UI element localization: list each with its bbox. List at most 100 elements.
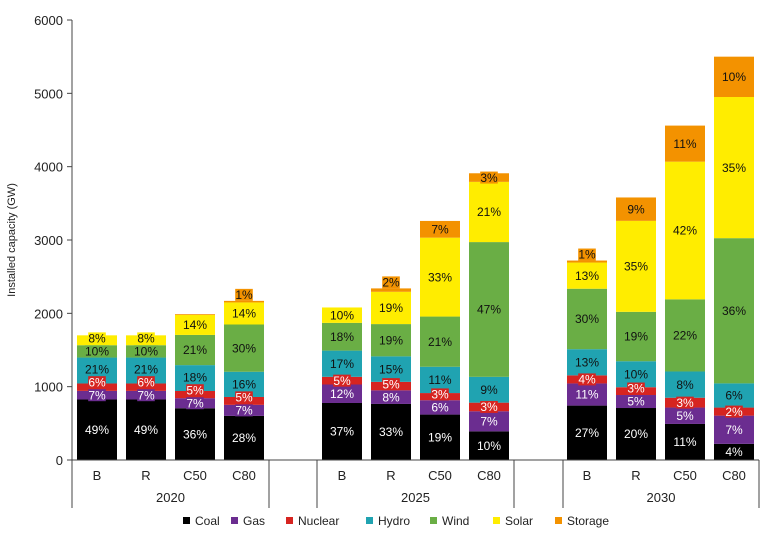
data-label-wind: 30% xyxy=(232,341,256,355)
data-label-background xyxy=(231,307,257,320)
x-tick-label: R xyxy=(386,468,395,483)
data-label-coal: 19% xyxy=(428,430,452,444)
data-label-hydro: 21% xyxy=(85,362,109,376)
data-label-coal: 27% xyxy=(575,426,599,440)
legend-item-nuclear: Nuclear xyxy=(286,514,339,528)
data-label-nuclear: 5% xyxy=(382,377,400,391)
data-label-background xyxy=(382,276,400,289)
data-label-background xyxy=(137,376,155,389)
data-label-background xyxy=(333,374,351,387)
x-axis: B R C50 C80 2020 B R C50 C80 2025 B R C50 C80 2030 xyxy=(71,459,760,508)
bar-segment-storage xyxy=(371,288,411,292)
data-label-solar: 8% xyxy=(88,332,106,346)
data-label-background xyxy=(627,382,645,395)
legend-swatch xyxy=(286,517,293,524)
data-label-nuclear: 6% xyxy=(88,375,106,389)
data-label-storage: 1% xyxy=(578,248,596,262)
x-tick-label: B xyxy=(93,468,102,483)
bar-segment-storage xyxy=(175,314,215,316)
data-label-background xyxy=(186,384,204,397)
data-label-background xyxy=(676,378,694,391)
data-label-background xyxy=(480,400,498,413)
data-label-background xyxy=(133,345,159,358)
data-label-background xyxy=(623,368,649,381)
bar-segment-storage xyxy=(567,260,607,263)
data-label-background xyxy=(231,431,257,444)
group-label: 2020 xyxy=(156,490,185,505)
data-label-gas: 5% xyxy=(627,395,645,409)
data-label-background xyxy=(725,445,743,458)
data-label-background xyxy=(725,405,743,418)
data-label-nuclear: 5% xyxy=(186,383,204,397)
data-label-background xyxy=(574,269,600,282)
data-label-hydro: 21% xyxy=(134,362,158,376)
data-label-background xyxy=(431,223,449,236)
data-label-coal: 49% xyxy=(85,423,109,437)
legend-label: Storage xyxy=(567,514,609,528)
data-label-backgrounds xyxy=(84,70,747,458)
legend-label: Coal xyxy=(195,514,220,528)
data-label-nuclear: 5% xyxy=(235,391,253,405)
data-label-solar: 14% xyxy=(232,307,256,321)
y-tick-label: 1000 xyxy=(34,380,63,395)
data-label-background xyxy=(427,373,453,386)
data-label-hydro: 15% xyxy=(379,362,403,376)
data-label-solar: 14% xyxy=(183,318,207,332)
data-label-background xyxy=(623,428,649,441)
data-label-background xyxy=(182,371,208,384)
data-label-background xyxy=(623,260,649,273)
group-label: 2025 xyxy=(401,490,430,505)
legend-swatch xyxy=(555,517,562,524)
data-label-background xyxy=(88,376,106,389)
data-label-background xyxy=(88,389,106,402)
data-label-solar: 10% xyxy=(330,308,354,322)
data-label-background xyxy=(137,389,155,402)
legend: Coal Gas Nuclear Hydro Wind Solar Storage xyxy=(183,514,609,528)
data-label-background xyxy=(725,423,743,436)
data-label-background xyxy=(480,383,498,396)
data-label-solar: 42% xyxy=(673,224,697,238)
data-label-wind: 19% xyxy=(379,333,403,347)
data-label-gas: 8% xyxy=(382,390,400,404)
data-label-background xyxy=(382,378,400,391)
data-label-wind: 10% xyxy=(134,345,158,359)
data-label-gas: 7% xyxy=(137,388,155,402)
data-label-background xyxy=(672,224,698,237)
data-label-background xyxy=(676,396,694,409)
x-tick-label: B xyxy=(338,468,347,483)
data-label-solar: 8% xyxy=(137,332,155,346)
data-label-background xyxy=(329,425,355,438)
data-label-background xyxy=(84,345,110,358)
data-label-background xyxy=(725,389,743,402)
group-label: 2030 xyxy=(647,490,676,505)
data-label-gas: 7% xyxy=(186,396,204,410)
x-tick-label: C50 xyxy=(183,468,207,483)
data-label-storage: 9% xyxy=(627,202,645,216)
data-label-background xyxy=(480,415,498,428)
data-label-wind: 19% xyxy=(624,330,648,344)
data-label-nuclear: 3% xyxy=(676,396,694,410)
y-tick-label: 2000 xyxy=(34,306,63,321)
legend-item-hydro: Hydro xyxy=(366,514,410,528)
legend-item-storage: Storage xyxy=(555,514,609,528)
legend-label: Hydro xyxy=(378,514,410,528)
data-label-wind: 21% xyxy=(183,343,207,357)
data-label-wind: 30% xyxy=(575,312,599,326)
data-label-background xyxy=(721,304,747,317)
data-label-background xyxy=(578,373,596,386)
data-label-coal: 28% xyxy=(232,431,256,445)
data-label-background xyxy=(574,426,600,439)
data-label-background xyxy=(672,137,698,150)
data-label-gas: 6% xyxy=(431,401,449,415)
data-label-background xyxy=(84,423,110,436)
data-label-hydro: 18% xyxy=(183,370,207,384)
data-label-background xyxy=(427,335,453,348)
data-label-solar: 35% xyxy=(722,161,746,175)
x-tick-label: C80 xyxy=(722,468,746,483)
data-label-background xyxy=(476,205,502,218)
data-label-background xyxy=(672,435,698,448)
data-label-storage: 7% xyxy=(431,223,449,237)
data-label-background xyxy=(182,318,208,331)
data-label-background xyxy=(235,391,253,404)
data-label-gas: 7% xyxy=(725,423,743,437)
